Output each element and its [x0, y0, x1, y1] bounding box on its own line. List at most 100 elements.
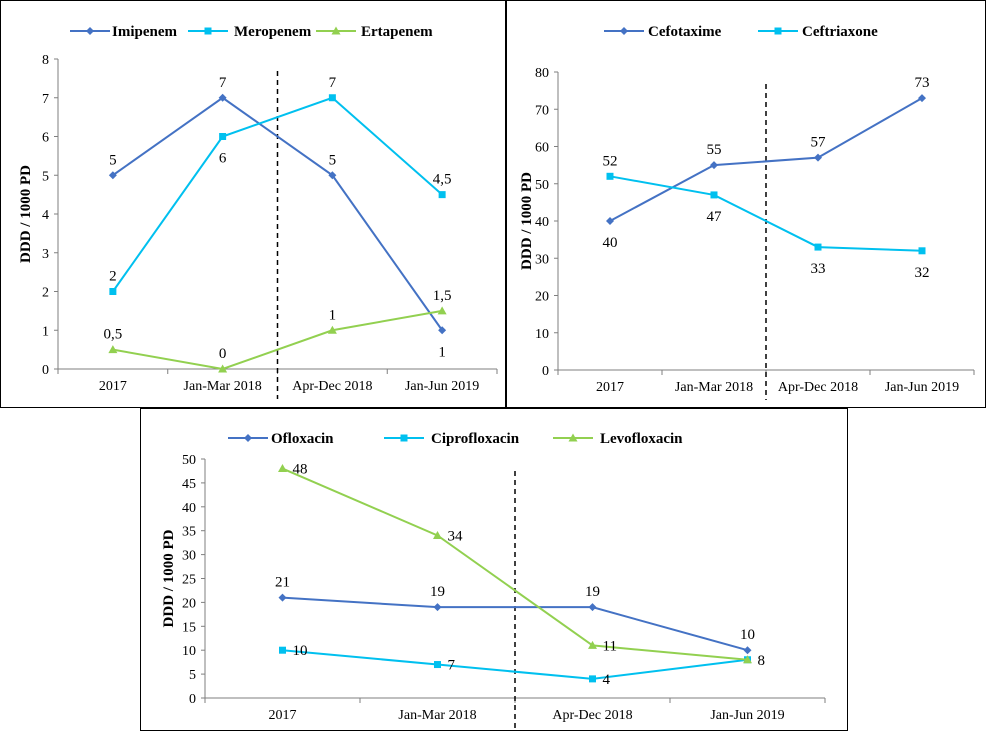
y-tick-label: 15	[182, 620, 196, 635]
series-line	[112, 96, 443, 331]
data-label: 19	[585, 584, 600, 600]
data-point	[328, 171, 337, 180]
legend-entry: Meropenem	[188, 24, 312, 40]
series-line	[282, 467, 748, 661]
data-label: 57	[811, 135, 827, 151]
legend-marker	[86, 27, 94, 35]
y-tick-label: 5	[189, 668, 196, 683]
panel-border	[506, 0, 986, 408]
series-line	[282, 649, 748, 680]
x-tick-label: Jan-Mar 2018	[675, 380, 753, 395]
series-meropenem: 2 6 7 4,5	[109, 75, 452, 295]
data-point	[278, 593, 287, 602]
data-point	[433, 530, 442, 539]
legend-marker	[774, 27, 782, 35]
legend-label: Ceftriaxone	[802, 24, 878, 40]
legend-label: Ertapenem	[361, 24, 433, 40]
legend-label: Levofloxacin	[600, 431, 683, 447]
y-tick-label: 40	[182, 501, 196, 516]
data-point	[918, 94, 926, 103]
data-point	[434, 661, 441, 669]
y-tick-label: 45	[182, 477, 196, 492]
data-point	[606, 172, 614, 180]
y-tick-label: 35	[182, 525, 196, 540]
y-tick-label: 10	[535, 327, 549, 342]
legend-entry: Imipenem	[70, 24, 178, 40]
legend-entry: Ofloxacin	[228, 431, 334, 447]
legend-entry: Levofloxacin	[553, 431, 683, 447]
data-label: 40	[603, 235, 618, 251]
panel-border	[140, 408, 848, 731]
legend-entry: Ceftriaxone	[758, 24, 878, 40]
series-line	[609, 175, 923, 252]
legend-label: Ofloxacin	[271, 431, 334, 447]
legend-label: Ciprofloxacin	[431, 431, 520, 447]
data-point	[433, 603, 442, 612]
series-line	[609, 97, 923, 222]
data-label: 6	[219, 151, 227, 167]
data-label: 11	[603, 638, 617, 654]
carbapenem-panel: 0 1 2 3 4 5 6 7 8 2017 Jan-Mar 2018 Apr-Dec 2018 Jan…	[0, 0, 506, 408]
legend-entry: Ertapenem	[316, 24, 433, 40]
x-tick-label: Jan-Jun 2019	[885, 380, 959, 395]
y-tick-label: 2	[42, 286, 49, 301]
y-tick-label: 40	[535, 215, 549, 230]
y-tick-label: 20	[535, 290, 549, 305]
data-label: 2	[109, 269, 117, 285]
y-axis-label: DDD / 1000 PD	[18, 165, 34, 263]
fluoroquinolone-panel: 0 5 10 15 20 25 30 35 40 45 50 2017 Jan-Mar 2018 Apr-…	[140, 408, 848, 731]
legend-label: Imipenem	[112, 24, 178, 40]
data-label: 0,5	[104, 327, 123, 343]
x-tick-label: 2017	[269, 708, 297, 723]
data-label: 48	[293, 462, 308, 478]
y-tick-label: 6	[42, 131, 49, 146]
data-label: 4	[603, 672, 611, 688]
y-tick-label: 70	[535, 103, 549, 118]
data-label: 19	[430, 584, 445, 600]
y-tick-label: 25	[182, 573, 196, 588]
data-label: 10	[740, 627, 755, 643]
data-label: 1	[438, 344, 446, 360]
series-imipenem: 5 7 5 1	[108, 75, 447, 360]
y-tick-label: 4	[42, 208, 49, 223]
y-tick-label: 3	[42, 247, 49, 262]
data-point	[328, 94, 336, 102]
data-point	[219, 133, 227, 140]
series-ceftriaxone: 52 47 33 32	[603, 153, 930, 280]
y-tick-label: 1	[42, 324, 49, 339]
data-point	[814, 153, 822, 162]
data-point	[589, 675, 596, 683]
data-point	[710, 191, 718, 199]
x-tick-label: Jan-Mar 2018	[184, 379, 262, 394]
y-axis-label: DDD / 1000 PD	[519, 172, 535, 270]
y-tick-label: 80	[535, 66, 549, 81]
data-label: 7	[219, 75, 227, 91]
data-label: 1	[329, 307, 337, 323]
data-label: 7	[448, 658, 456, 674]
y-tick-label: 50	[182, 453, 196, 468]
y-tick-label: 0	[189, 692, 196, 707]
data-point	[588, 640, 597, 649]
series-cefotaxime: 40 55 57 73	[603, 75, 930, 251]
legend-marker	[620, 27, 628, 35]
data-point	[743, 655, 752, 664]
y-tick-label: 30	[535, 252, 549, 267]
fluoroquinolone-chart: 0 5 10 15 20 25 30 35 40 45 50 2017 Jan-Mar 2018 Apr-…	[140, 408, 848, 731]
x-tick-label: 2017	[596, 380, 624, 395]
data-point	[279, 646, 286, 654]
data-label: 52	[603, 153, 618, 169]
legend-marker	[400, 434, 408, 442]
data-point	[438, 191, 446, 199]
data-label: 32	[915, 265, 930, 281]
legend-marker	[568, 433, 578, 442]
x-tick-label: Apr-Dec 2018	[292, 379, 372, 394]
data-point	[327, 325, 337, 334]
legend-entry: Cefotaxime	[604, 24, 722, 40]
series-line	[112, 96, 443, 293]
series-levofloxacin: 48 34 11 8	[278, 462, 765, 669]
data-point	[108, 345, 118, 354]
data-point	[437, 306, 447, 315]
series-ertapenem: 0,5 0 1 1,5	[104, 288, 452, 373]
data-label: 0	[219, 346, 227, 362]
